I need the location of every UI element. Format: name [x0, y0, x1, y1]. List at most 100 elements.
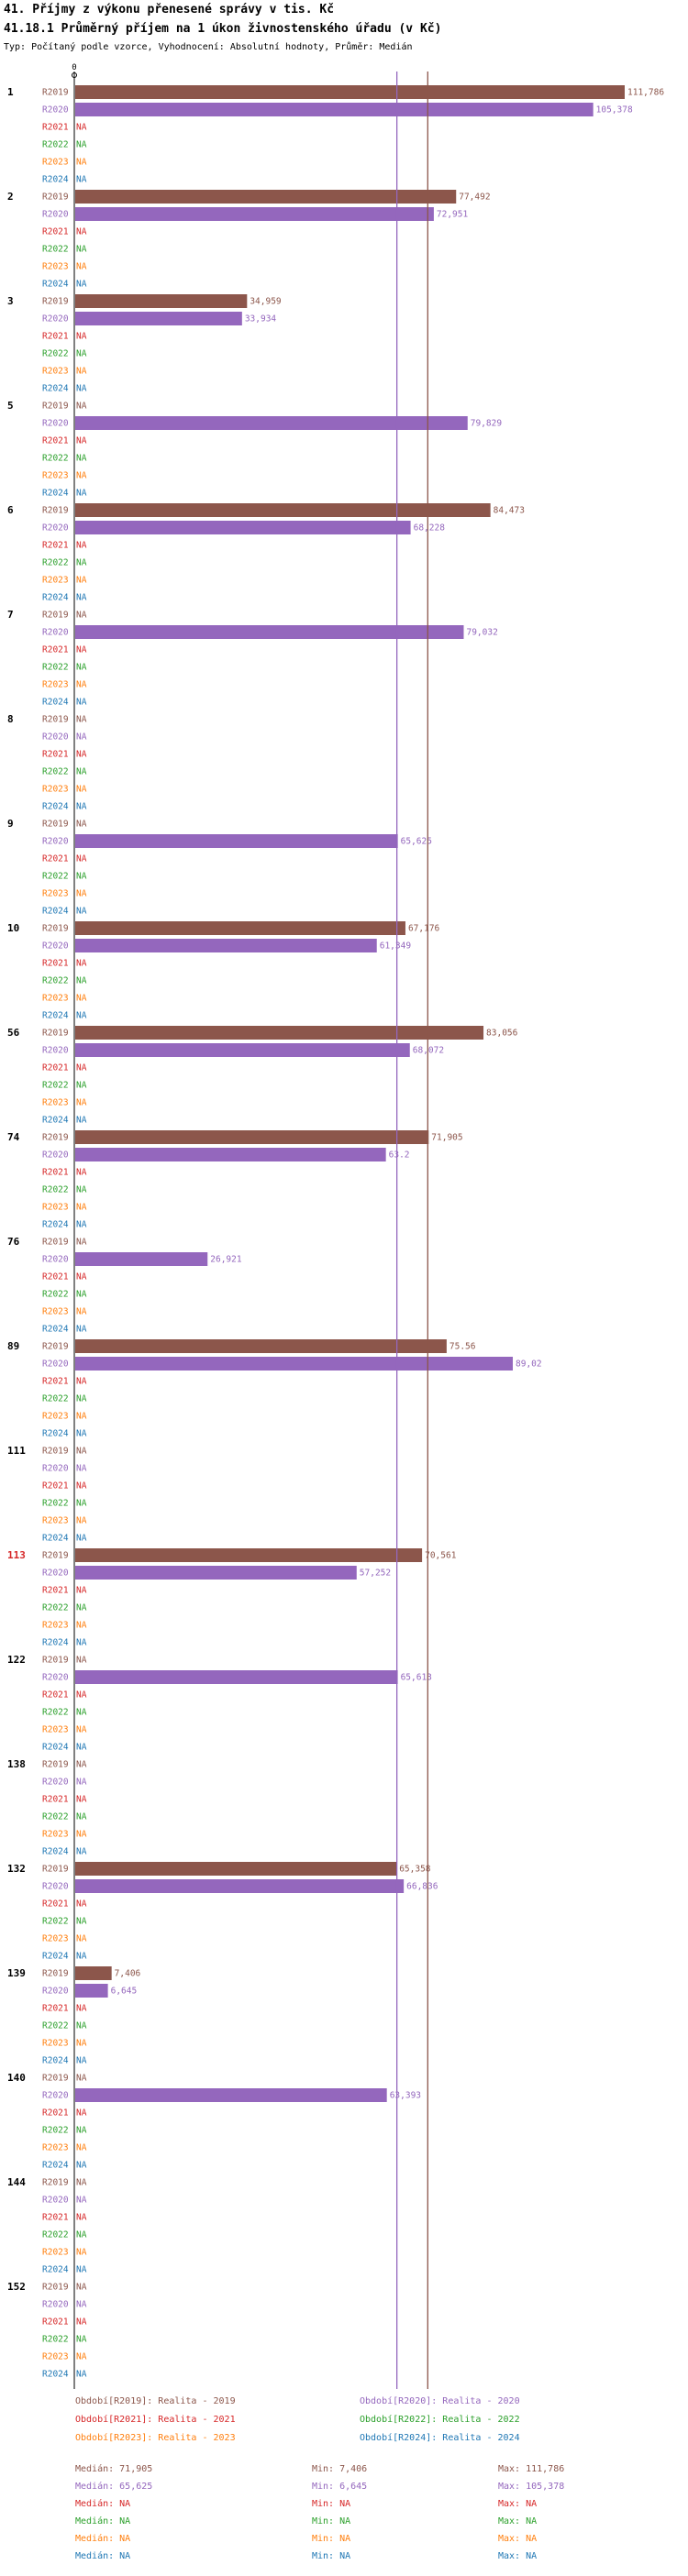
series-label: R2021 [42, 436, 69, 446]
legend-item: Období[R2023]: Realita - 2023 [75, 2432, 236, 2443]
series-label: R2020 [42, 837, 69, 847]
series-label: R2023 [42, 785, 69, 795]
series-label: R2022 [42, 2021, 69, 2031]
na-label: NA [76, 1934, 87, 1944]
data-label: 75.56 [449, 1342, 476, 1352]
series-label: R2023 [42, 367, 69, 377]
series-label: R2024 [42, 802, 69, 812]
na-label: NA [76, 1429, 87, 1439]
stat-median: Medián: 65,625 [75, 2481, 152, 2492]
series-label: R2021 [42, 645, 69, 655]
data-label: 111,786 [627, 88, 664, 98]
data-label: 84,473 [494, 506, 525, 516]
data-label: 65,625 [401, 837, 432, 847]
na-label: NA [76, 959, 87, 969]
series-label: R2024 [42, 280, 69, 290]
na-label: NA [76, 1412, 87, 1422]
na-label: NA [76, 698, 87, 708]
series-label: R2023 [42, 2143, 69, 2153]
stat-max: Max: 111,786 [498, 2464, 564, 2474]
na-label: NA [76, 1481, 87, 1492]
data-label: 105,378 [596, 105, 633, 116]
bar-r2020 [75, 2088, 387, 2102]
bar-r2019 [75, 294, 248, 308]
na-label: NA [76, 2317, 87, 2328]
na-label: NA [76, 2161, 87, 2171]
series-label: R2023 [42, 889, 69, 899]
series-label: R2019 [42, 2074, 69, 2084]
series-label: R2022 [42, 976, 69, 986]
bar-r2020 [75, 625, 464, 639]
na-label: NA [76, 1307, 87, 1317]
group-label: 1 [7, 86, 14, 98]
series-label: R2019 [42, 506, 69, 516]
series-label: R2019 [42, 715, 69, 725]
series-label: R2022 [42, 1917, 69, 1927]
bar-r2020 [75, 1670, 398, 1684]
bar-r2020 [75, 312, 242, 325]
na-label: NA [76, 280, 87, 290]
series-label: R2019 [42, 297, 69, 307]
series-label: R2021 [42, 1899, 69, 1910]
stat-median: Medián: NA [75, 2533, 130, 2544]
na-label: NA [76, 1063, 87, 1073]
na-label: NA [76, 1778, 87, 1788]
data-label: 65,613 [401, 1673, 432, 1683]
na-label: NA [76, 645, 87, 655]
bar-r2019 [75, 503, 491, 517]
na-label: NA [76, 384, 87, 394]
series-label: R2020 [42, 1046, 69, 1056]
data-label: 70,561 [425, 1551, 457, 1561]
series-label: R2023 [42, 1307, 69, 1317]
legend-item: Období[R2022]: Realita - 2022 [360, 2414, 520, 2425]
na-label: NA [76, 680, 87, 690]
bar-r2020 [75, 1984, 108, 1998]
na-label: NA [76, 2126, 87, 2136]
na-label: NA [76, 332, 87, 342]
na-label: NA [76, 1830, 87, 1840]
series-label: R2019 [42, 611, 69, 621]
data-label: 68,228 [414, 523, 446, 534]
bar-r2019 [75, 190, 457, 204]
series-label: R2020 [42, 1778, 69, 1788]
na-label: NA [76, 750, 87, 760]
group-label: 152 [7, 2281, 26, 2293]
stat-min: Min: NA [312, 2516, 350, 2526]
group-label: 56 [7, 1027, 20, 1039]
series-label: R2019 [42, 1551, 69, 1561]
series-label: R2021 [42, 332, 69, 342]
bar-r2019 [75, 1026, 484, 1040]
na-label: NA [76, 349, 87, 359]
stat-max: Max: NA [498, 2516, 537, 2526]
series-label: R2020 [42, 1882, 69, 1892]
series-label: R2019 [42, 924, 69, 934]
legend-item: Období[R2019]: Realita - 2019 [75, 2395, 236, 2406]
group-label: 111 [7, 1445, 26, 1457]
bar-r2020 [75, 1879, 405, 1893]
na-label: NA [76, 593, 87, 603]
bar-r2020 [75, 207, 434, 221]
series-label: R2024 [42, 1011, 69, 1021]
na-label: NA [76, 2265, 87, 2275]
na-label: NA [76, 2370, 87, 2380]
series-label: R2019 [42, 2178, 69, 2188]
data-label: 77,492 [459, 193, 490, 203]
series-label: R2021 [42, 959, 69, 969]
na-label: NA [76, 1534, 87, 1544]
na-label: NA [76, 1394, 87, 1404]
series-label: R2024 [42, 384, 69, 394]
na-label: NA [76, 1621, 87, 1631]
series-label: R2021 [42, 1063, 69, 1073]
na-label: NA [76, 1847, 87, 1857]
series-label: R2022 [42, 1603, 69, 1613]
series-label: R2022 [42, 1812, 69, 1822]
na-label: NA [76, 1098, 87, 1108]
series-label: R2022 [42, 454, 69, 464]
series-label: R2022 [42, 349, 69, 359]
na-label: NA [76, 1447, 87, 1457]
na-label: NA [76, 1516, 87, 1526]
na-label: NA [76, 767, 87, 777]
na-label: NA [76, 2283, 87, 2293]
chart-subtitle: 41.18.1 Průměrný příjem na 1 úkon živnos… [4, 22, 442, 36]
na-label: NA [76, 576, 87, 586]
